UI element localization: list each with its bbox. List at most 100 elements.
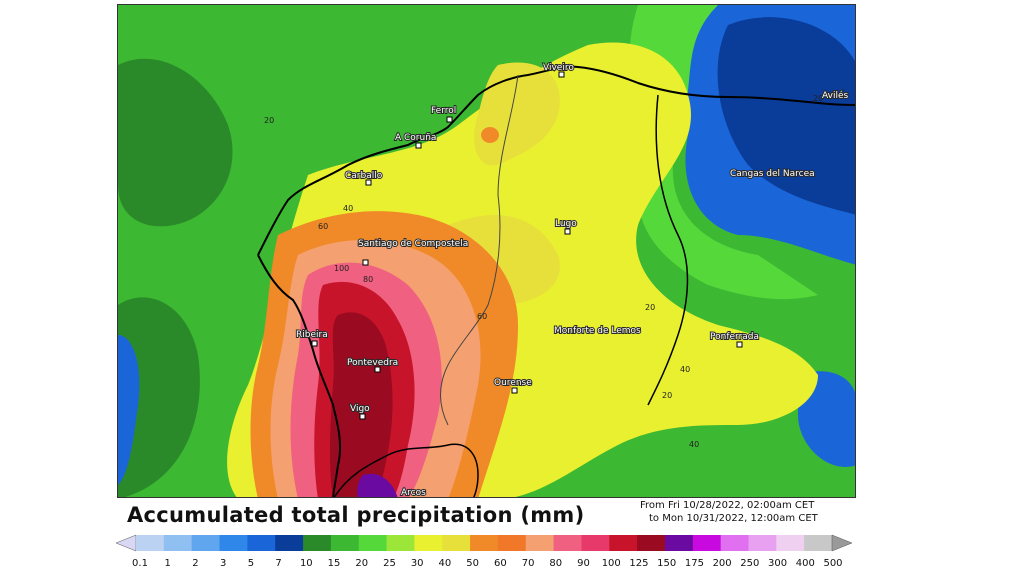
contour-label: 80 [363,275,373,284]
contour-label: 20 [813,94,823,103]
precipitation-map: 20 40 60 80 100 60 40 20 20 40 20 Viveir… [117,4,856,498]
colorbar-segment [609,535,638,551]
city-ponferrada: Ponferrada [709,331,760,348]
map-canvas: 20 40 60 80 100 60 40 20 20 40 20 Viveir… [118,5,855,498]
colorbar-segment [303,535,332,551]
colorbar-segment [804,535,833,551]
colorbar-tick-label: 50 [466,558,479,569]
city-ribeira: Ribeira [295,329,329,347]
zone-125-150 [329,312,393,497]
city-ferrol: Ferrol [430,105,457,123]
city-cangas-del-narcea: Cangas del Narcea [729,168,816,180]
colorbar-tick-label: 90 [577,558,590,569]
colorbar-tick-label: 150 [657,558,677,569]
colorbar-segment [358,535,388,551]
province-border-2 [647,94,689,406]
colorbar-tick-label: 500 [823,558,843,569]
city-santiago: Santiago de Compostela [357,238,469,266]
zone-15-west [118,58,233,227]
city-vigo: Vigo [349,403,371,420]
colorbar-tick-label: 20 [355,558,369,569]
colorbar-segment [470,535,499,551]
city-label: Arcos [401,488,426,498]
contour-label: 60 [318,222,328,231]
portugal-border [333,443,479,497]
period-label: From Fri 10/28/2022, 02:00am CET to Mon … [640,499,818,525]
colorbar-tick-label: 10 [299,558,313,569]
city-label: Lugo [555,219,577,229]
city-label: Monforte de Lemos [554,326,641,336]
city-label: Pontevedra [347,358,398,368]
contour-label: 40 [689,440,699,449]
colorbar-tick-label: 40 [438,558,452,569]
zone-navy-ne [717,17,855,215]
period-to: to Mon 10/31/2022, 12:00am CET [649,513,818,524]
colorbar-tick-label: 250 [740,558,760,569]
city-label: Ponferrada [710,332,759,342]
colorbar-tick-label: 100 [601,558,621,569]
city-label: Carballo [345,171,383,181]
zone-orange-spot [481,127,499,143]
colorbar-segment [163,535,193,551]
colorbar-segment [525,535,555,551]
province-border [440,74,519,426]
city-pontevedra: Pontevedra [346,357,399,373]
city-label: Avilés [822,90,848,101]
colorbar-segment [330,535,360,551]
contour-label: 20 [645,303,655,312]
colorbar-arrow-max [831,534,852,552]
colorbar-tick-label: 5 [247,558,255,569]
colorbar-tick-label: 1 [164,558,171,569]
colorbar-segment [637,535,666,551]
zone-blue-sw [118,335,140,485]
city-viveiro: Viveiro [542,62,575,78]
city-label: Viveiro [543,63,574,73]
colorbar-segment [275,535,304,551]
zone-blue-se [798,371,855,467]
city-aviles: Avilés [821,89,849,102]
colorbar-segment [720,535,749,551]
colorbar-tick-label: 60 [493,558,507,569]
colorbar-tick-label: 175 [684,558,704,569]
colorbar-segment [442,535,471,551]
colorbar-tick-label: 7 [275,558,282,569]
colorbar-segment [776,535,805,551]
colorbar-segment [553,535,582,551]
colorbar-segment [748,535,777,551]
colorbar-segment [664,535,694,551]
city-label: Cangas del Narcea [730,169,815,179]
city-label: A Coruña [395,133,436,143]
city-lugo: Lugo [554,218,578,235]
colorbar-tick-label: 125 [629,558,649,569]
colorbar-ticks: 0.1 1 2 3 5 7 10 15 20 25 30 40 50 60 70 80 90 100 125 150 1… [118,558,843,574]
contour-label: 40 [680,365,690,374]
zone-150-175 [357,473,398,497]
colorbar-segment [386,535,415,551]
colorbar-tick-label: 2 [192,558,199,569]
zone-15-south-west [118,297,200,497]
city-label: Ferrol [431,106,456,116]
colorbar-segment [136,535,165,551]
coastline-west [257,254,342,497]
colorbar-segment [219,535,248,551]
colorbar-segment [497,535,527,551]
contour-label: 20 [264,116,274,125]
colorbar-tick-label: 25 [383,558,396,569]
colorbar-segment [191,535,221,551]
city-label: Ribeira [296,330,328,340]
city-arcos: Arcos [400,487,427,498]
colorbar [116,534,852,552]
contour-label: 100 [334,264,349,273]
colorbar-tick-label: 200 [712,558,732,569]
city-label: Santiago de Compostela [358,239,468,249]
city-monforte: Monforte de Lemos [553,325,642,337]
colorbar-tick-label: 3 [219,558,227,569]
colorbar-arrow-min [116,534,137,552]
city-ourense: Ourense [493,377,533,394]
legend-title: Accumulated total precipitation (mm) [127,503,585,527]
colorbar-tick-label: 400 [795,558,815,569]
city-carballo: Carballo [344,170,384,186]
colorbar-segment [247,535,276,551]
colorbar-tick-label: 80 [549,558,563,569]
contour-label: 20 [662,391,672,400]
